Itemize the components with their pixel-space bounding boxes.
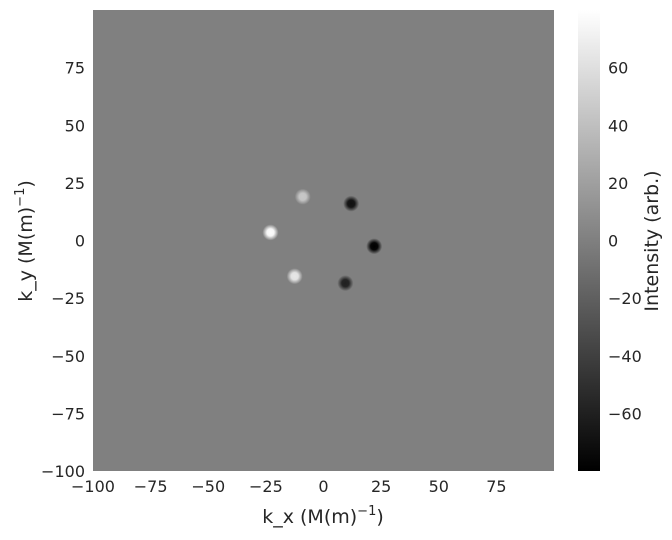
y-tick-label: −25: [51, 289, 85, 308]
colorbar: −60 −40 −20 0 20 40 60 Intensity (arb.): [578, 10, 663, 471]
colorbar-label: Intensity (arb.): [641, 170, 663, 311]
colorbar-tick-label: 40: [608, 116, 628, 135]
x-tick-label: 50: [429, 477, 449, 496]
peak-point: [294, 188, 311, 205]
x-axis-label-close: ): [376, 506, 383, 528]
y-tick-label: −100: [41, 462, 85, 481]
x-tick-label: −75: [134, 477, 168, 496]
peaks-layer: [262, 188, 383, 292]
x-tick-label: 25: [371, 477, 391, 496]
y-tick-label: −50: [51, 347, 85, 366]
peak-point: [286, 268, 303, 285]
y-tick-label: 75: [65, 59, 85, 78]
y-axis-label-close: ): [15, 180, 37, 187]
peak-point: [366, 238, 383, 255]
y-tick-label: 50: [65, 116, 85, 135]
colorbar-gradient: [578, 10, 600, 471]
x-tick-label: −25: [249, 477, 283, 496]
x-tick-label: −100: [71, 477, 115, 496]
peak-point: [343, 195, 360, 212]
y-axis-label: k_y (M(m)−1): [13, 180, 37, 302]
y-axis-label-exponent: −1: [13, 188, 28, 207]
x-tick-label: 0: [318, 477, 328, 496]
colorbar-tick-label: 60: [608, 59, 628, 78]
y-tick-label: −75: [51, 404, 85, 423]
x-axis-label-exponent: −1: [357, 504, 376, 519]
colorbar-tick-label: −40: [608, 347, 642, 366]
colorbar-ticks: −60 −40 −20 0 20 40 60: [608, 59, 642, 424]
x-tick-label: −50: [191, 477, 225, 496]
x-tick-label: 75: [486, 477, 506, 496]
heatmap-background: [93, 10, 554, 471]
colorbar-tick-label: −60: [608, 404, 642, 423]
y-axis-ticks: −100 −75 −50 −25 0 25 50 75: [41, 59, 85, 481]
colorbar-tick-label: 0: [608, 232, 618, 251]
x-axis-label: k_x (M(m)−1): [262, 504, 384, 528]
peak-point: [337, 275, 354, 292]
heatmap: [93, 10, 554, 471]
colorbar-tick-label: −20: [608, 289, 642, 308]
peak-point: [262, 224, 279, 241]
colorbar-tick-label: 20: [608, 174, 628, 193]
y-tick-label: 0: [75, 232, 85, 251]
x-axis-ticks: −100 −75 −50 −25 0 25 50 75: [71, 477, 507, 496]
y-tick-label: 25: [65, 174, 85, 193]
